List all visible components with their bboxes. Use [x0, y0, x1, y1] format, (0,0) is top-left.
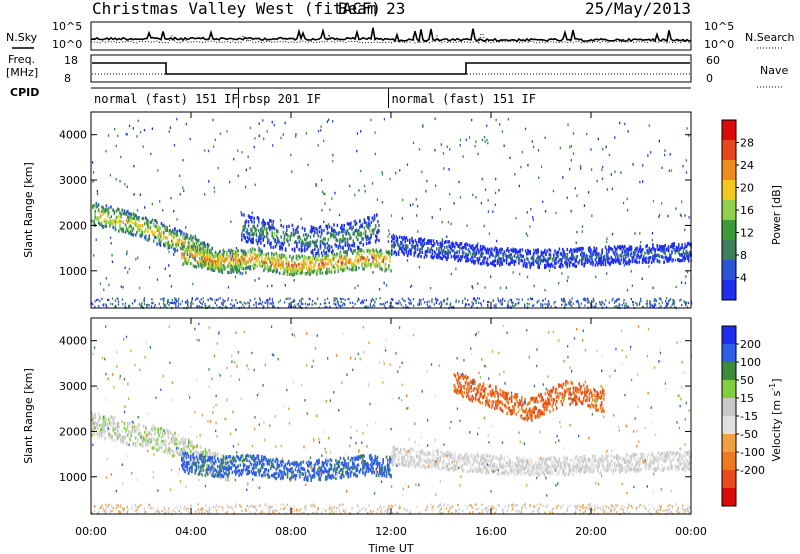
x-tick-label: 00:00 [75, 525, 107, 538]
nave-tick-bottom: 0 [706, 72, 713, 85]
nsky-tick-top-left: 10^5 [52, 20, 82, 33]
nave-tick-top: 60 [706, 54, 720, 67]
cpid-label: CPID [10, 86, 39, 99]
freq-label-line1: Freq. [8, 53, 35, 66]
y-tick-label: 1000 [59, 265, 87, 278]
nsky-strip: N.Sky 10^5 10^0 10^5 10^0 N.Search [6, 20, 795, 51]
beam-label: Beam 23 [338, 0, 405, 18]
colorbar-tick-label: 200 [740, 338, 761, 351]
colorbar-tick-label: 4 [740, 272, 747, 285]
y-tick-label: 2000 [59, 425, 87, 438]
date-label: 25/May/2013 [585, 0, 691, 18]
y-tick-label: 4000 [59, 129, 87, 142]
power-colorbar: 4 8 12 16 20 24 28 [721, 119, 754, 301]
y-tick-label: 3000 [59, 174, 87, 187]
power-ylabel: Slant Range [km] [22, 162, 35, 258]
power-panel: 1000 2000 3000 4000 Slant Range [km] 4 8 12 16… [22, 111, 783, 310]
x-tick-label: 08:00 [275, 525, 307, 538]
velocity-echoes [91, 322, 692, 516]
colorbar-tick-label: -15 [740, 410, 758, 423]
colorbar-tick-label: -50 [740, 428, 758, 441]
nave-label: Nave [760, 64, 788, 77]
colorbar-tick-label: -200 [740, 464, 765, 477]
station-title: Christmas Valley West (fitACF) [92, 0, 381, 18]
cpid-mode-label: normal (fast) 151 IF [94, 92, 239, 106]
colorbar-tick-label: 8 [740, 249, 747, 262]
nsky-frame [90, 21, 692, 51]
nsearch-line [90, 32, 692, 44]
y-tick-label: 1000 [59, 471, 87, 484]
x-tick-label: 00:00 [675, 525, 707, 538]
nsky-tick-bottom-left: 10^0 [52, 38, 82, 51]
y-tick-label: 4000 [59, 335, 87, 348]
time-axis: 00:00 04:00 08:00 12:00 16:00 20:00 00:00 [75, 525, 707, 538]
x-tick-label: 12:00 [375, 525, 407, 538]
colorbar-tick-label: 16 [740, 204, 754, 217]
cpid-mode-label: rbsp 201 IF [242, 92, 321, 106]
colorbar-tick-label: 12 [740, 227, 754, 240]
velocity-ylabel: Slant Range [km] [22, 368, 35, 464]
freq-tick-bottom: 8 [64, 72, 71, 85]
freq-label-line2: [MHz] [6, 66, 38, 79]
velocity-colorbar: 200 100 50 15 -15 -50 -100 -200 [721, 325, 765, 507]
velocity-colorbar-label: Velocity [m s-1] [768, 378, 783, 461]
time-axis-label: Time UT [367, 542, 413, 554]
cpid-strip: CPID normal (fast) 151 IF rbsp 201 IF norm… [10, 86, 691, 108]
freq-frame [90, 54, 692, 83]
colorbar-tick-label: 28 [740, 137, 754, 150]
x-tick-label: 04:00 [175, 525, 207, 538]
nsearch-label: N.Search [745, 31, 795, 44]
x-tick-label: 16:00 [475, 525, 507, 538]
power-colorbar-label: Power [dB] [770, 185, 783, 245]
x-tick-label: 20:00 [575, 525, 607, 538]
colorbar-tick-label: -100 [740, 446, 765, 459]
nsky-line [90, 27, 692, 43]
cpid-mode-label: normal (fast) 151 IF [392, 92, 537, 106]
nsky-label: N.Sky [6, 31, 38, 44]
y-tick-label: 3000 [59, 380, 87, 393]
colorbar-tick-label: 20 [740, 182, 754, 195]
freq-line [92, 62, 690, 75]
colorbar-tick-label: 24 [740, 159, 754, 172]
nsky-tick-bottom-right: 10^0 [704, 38, 734, 51]
y-tick-label: 2000 [59, 219, 87, 232]
nsky-tick-top-right: 10^5 [704, 20, 734, 33]
velocity-panel: 1000 2000 3000 4000 Slant Range [km] 200 100… [22, 317, 783, 516]
colorbar-tick-label: 100 [740, 356, 761, 369]
freq-strip: Freq. [MHz] 18 8 60 0 Nave [6, 53, 788, 88]
freq-tick-top: 18 [64, 54, 78, 67]
power-echoes [91, 117, 693, 310]
colorbar-tick-label: 50 [740, 374, 754, 387]
colorbar-tick-label: 15 [740, 392, 754, 405]
